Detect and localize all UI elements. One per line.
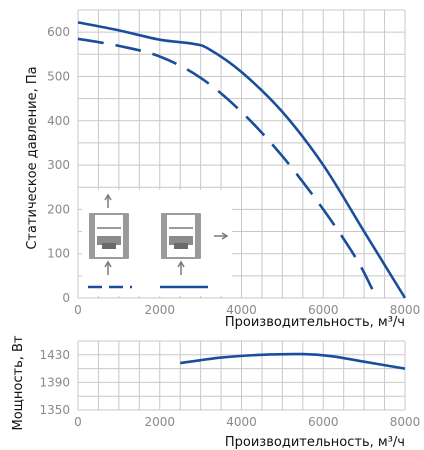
power-x-axis-title: Производительность, м³/ч	[225, 435, 405, 450]
pressure-y-tick-label: 400	[47, 114, 70, 128]
pressure-chart-ticks: 0 2000 4000 6000 8000 0 100 200 300 400 500 600	[47, 25, 420, 317]
pressure-x-tick-label: 2000	[144, 303, 175, 317]
pressure-x-tick-label: 0	[74, 303, 82, 317]
pressure-y-tick-label: 200	[47, 202, 70, 216]
pressure-chart-series	[77, 21, 407, 299]
power-x-tick-label: 2000	[144, 415, 175, 429]
pressure-x-tick-label: 6000	[308, 303, 339, 317]
pressure-series-solid-line	[77, 21, 407, 299]
pressure-x-tick-label: 8000	[390, 303, 421, 317]
pressure-series-dashed-line	[77, 37, 374, 290]
pressure-axis-title: Статическое давление, Па	[25, 66, 40, 249]
pressure-x-axis-title: Производительность, м³/ч	[225, 315, 405, 330]
power-axis-title: Мощность, Вт	[11, 335, 26, 430]
pressure-y-tick-label: 100	[47, 247, 70, 261]
power-x-tick-label: 6000	[308, 415, 339, 429]
pressure-chart-grid	[77, 9, 406, 299]
pressure-y-tick-label: 300	[47, 158, 70, 172]
power-chart-grid	[77, 340, 406, 411]
power-y-tick-label: 1390	[39, 375, 70, 389]
power-chart-ticks: 0 2000 4000 6000 8000 1350 1390 1430	[39, 348, 420, 429]
installation-diagram-horizontal-icon	[161, 213, 229, 275]
pressure-y-tick-label: 0	[62, 291, 70, 305]
pressure-x-tick-label: 4000	[226, 303, 257, 317]
power-x-tick-label: 4000	[226, 415, 257, 429]
power-x-tick-label: 0	[74, 415, 82, 429]
power-y-tick-label: 1430	[39, 348, 70, 362]
power-x-tick-label: 8000	[390, 415, 421, 429]
pressure-y-tick-label: 600	[47, 25, 70, 39]
installation-diagram-vertical-icon	[89, 193, 129, 275]
power-series-solid-line	[180, 352, 406, 370]
installation-legend	[82, 190, 232, 296]
power-chart-series	[180, 352, 406, 370]
power-y-tick-label: 1350	[39, 403, 70, 417]
pressure-y-tick-label: 500	[47, 69, 70, 83]
